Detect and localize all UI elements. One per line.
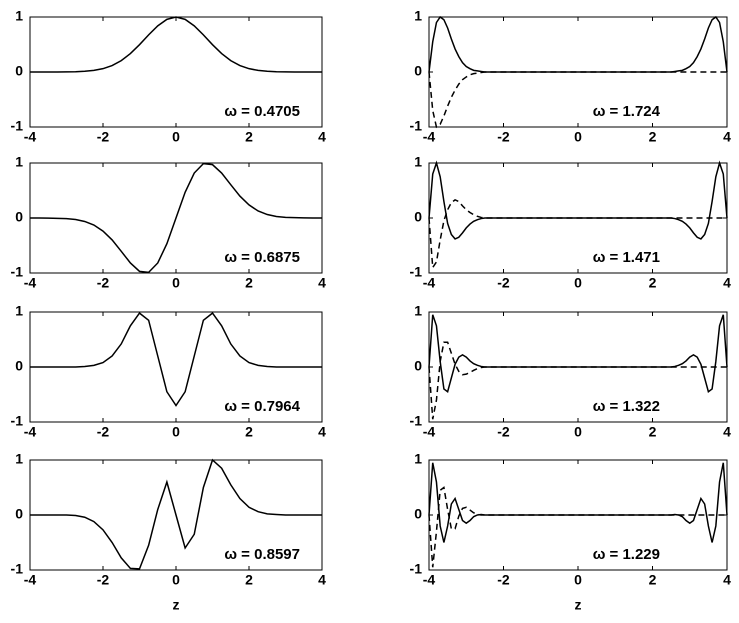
x-tick-label: 2 xyxy=(649,129,657,145)
x-tick-label: 0 xyxy=(574,275,582,291)
x-tick-label: -4 xyxy=(423,129,436,145)
curve xyxy=(428,314,728,394)
x-tick-label: -4 xyxy=(24,424,37,440)
annotation: ω = 0.7964 xyxy=(224,398,300,415)
x-tick-label: -4 xyxy=(423,572,436,588)
x-tick-label: 0 xyxy=(574,572,582,588)
x-tick-label: -4 xyxy=(423,424,436,440)
x-tick-label: 4 xyxy=(318,424,326,440)
x-tick-label: 4 xyxy=(723,572,731,588)
x-axis-label: z xyxy=(173,597,180,613)
annotation: ω = 1.471 xyxy=(593,249,660,266)
x-tick-label: -4 xyxy=(423,275,436,291)
curve xyxy=(428,198,727,270)
annotation: ω = 1.229 xyxy=(593,546,660,563)
y-tick-label: 0 xyxy=(15,63,23,79)
x-tick-label: 4 xyxy=(318,129,326,145)
y-tick-label: -1 xyxy=(11,561,24,577)
x-tick-label: 2 xyxy=(649,572,657,588)
panel: -4 -2 0 2 4 -1 0 1 ω = 0.8597 z xyxy=(11,451,327,613)
y-tick-label: 0 xyxy=(15,209,23,225)
y-tick-label: -1 xyxy=(410,118,423,134)
y-tick-label: 0 xyxy=(15,358,23,374)
x-tick-label: -2 xyxy=(497,275,510,291)
x-tick-label: 4 xyxy=(723,275,731,291)
y-tick-label: 0 xyxy=(414,506,422,522)
curve xyxy=(428,71,727,129)
curve xyxy=(30,458,322,570)
x-tick-label: 2 xyxy=(649,424,657,440)
x-tick-label: 4 xyxy=(318,275,326,291)
curve xyxy=(428,486,727,568)
curve xyxy=(428,341,727,420)
y-tick-label: 0 xyxy=(414,358,422,374)
annotation: ω = 0.6875 xyxy=(224,249,300,266)
curve xyxy=(428,160,728,240)
y-tick-label: 1 xyxy=(15,8,23,24)
x-tick-label: 0 xyxy=(172,424,180,440)
curve xyxy=(30,312,322,407)
curve xyxy=(428,462,728,543)
x-tick-label: 0 xyxy=(172,275,180,291)
y-tick-label: -1 xyxy=(410,413,423,429)
x-tick-label: -4 xyxy=(24,129,37,145)
y-tick-label: -1 xyxy=(11,413,24,429)
y-tick-label: 1 xyxy=(414,451,422,467)
x-tick-label: -2 xyxy=(97,275,110,291)
y-tick-label: -1 xyxy=(410,264,423,280)
panel: -4 -2 0 2 4 -1 0 1 ω = 0.4705 xyxy=(11,8,327,145)
x-tick-label: -2 xyxy=(97,572,110,588)
y-tick-label: 1 xyxy=(414,303,422,319)
x-tick-label: 2 xyxy=(649,275,657,291)
y-tick-label: 0 xyxy=(414,209,422,225)
y-tick-label: 1 xyxy=(15,451,23,467)
y-tick-label: -1 xyxy=(410,561,423,577)
panel: -4 -2 0 2 4 -1 0 1 ω = 0.6875 xyxy=(11,154,327,291)
x-axis-label: z xyxy=(575,597,582,613)
y-tick-label: 1 xyxy=(414,8,422,24)
panel: -4 -2 0 2 4 -1 0 1 ω = 1.229 z xyxy=(410,451,732,613)
x-tick-label: 2 xyxy=(245,572,253,588)
y-tick-label: 0 xyxy=(15,506,23,522)
x-tick-label: 2 xyxy=(245,275,253,291)
annotation: ω = 0.8597 xyxy=(224,546,300,563)
x-tick-label: 0 xyxy=(574,424,582,440)
x-tick-label: 0 xyxy=(172,129,180,145)
panel: -4 -2 0 2 4 -1 0 1 ω = 1.471 xyxy=(410,154,732,291)
y-tick-label: 1 xyxy=(15,154,23,170)
y-tick-label: -1 xyxy=(11,118,24,134)
x-tick-label: -2 xyxy=(97,129,110,145)
x-tick-label: 2 xyxy=(245,129,253,145)
x-tick-label: -4 xyxy=(24,275,37,291)
x-tick-label: 4 xyxy=(723,424,731,440)
annotation: ω = 1.724 xyxy=(593,103,661,120)
x-tick-label: -2 xyxy=(497,572,510,588)
x-tick-label: -2 xyxy=(497,129,510,145)
panel: -4 -2 0 2 4 -1 0 1 ω = 0.7964 xyxy=(11,303,327,440)
curve xyxy=(428,15,728,73)
panel: -4 -2 0 2 4 -1 0 1 ω = 1.724 xyxy=(410,8,732,145)
curve xyxy=(30,16,322,73)
x-tick-label: 0 xyxy=(172,572,180,588)
x-tick-label: 4 xyxy=(723,129,731,145)
annotation: ω = 0.4705 xyxy=(224,103,300,120)
x-tick-label: -2 xyxy=(497,424,510,440)
y-tick-label: 0 xyxy=(414,63,422,79)
x-tick-label: -2 xyxy=(97,424,110,440)
x-tick-label: -4 xyxy=(24,572,37,588)
y-tick-label: -1 xyxy=(11,264,24,280)
x-tick-label: 2 xyxy=(245,424,253,440)
y-tick-label: 1 xyxy=(15,303,23,319)
curve xyxy=(30,162,322,274)
x-tick-label: 4 xyxy=(318,572,326,588)
y-tick-label: 1 xyxy=(414,154,422,170)
panel: -4 -2 0 2 4 -1 0 1 ω = 1.322 xyxy=(410,303,732,440)
annotation: ω = 1.322 xyxy=(593,398,660,415)
x-tick-label: 0 xyxy=(574,129,582,145)
